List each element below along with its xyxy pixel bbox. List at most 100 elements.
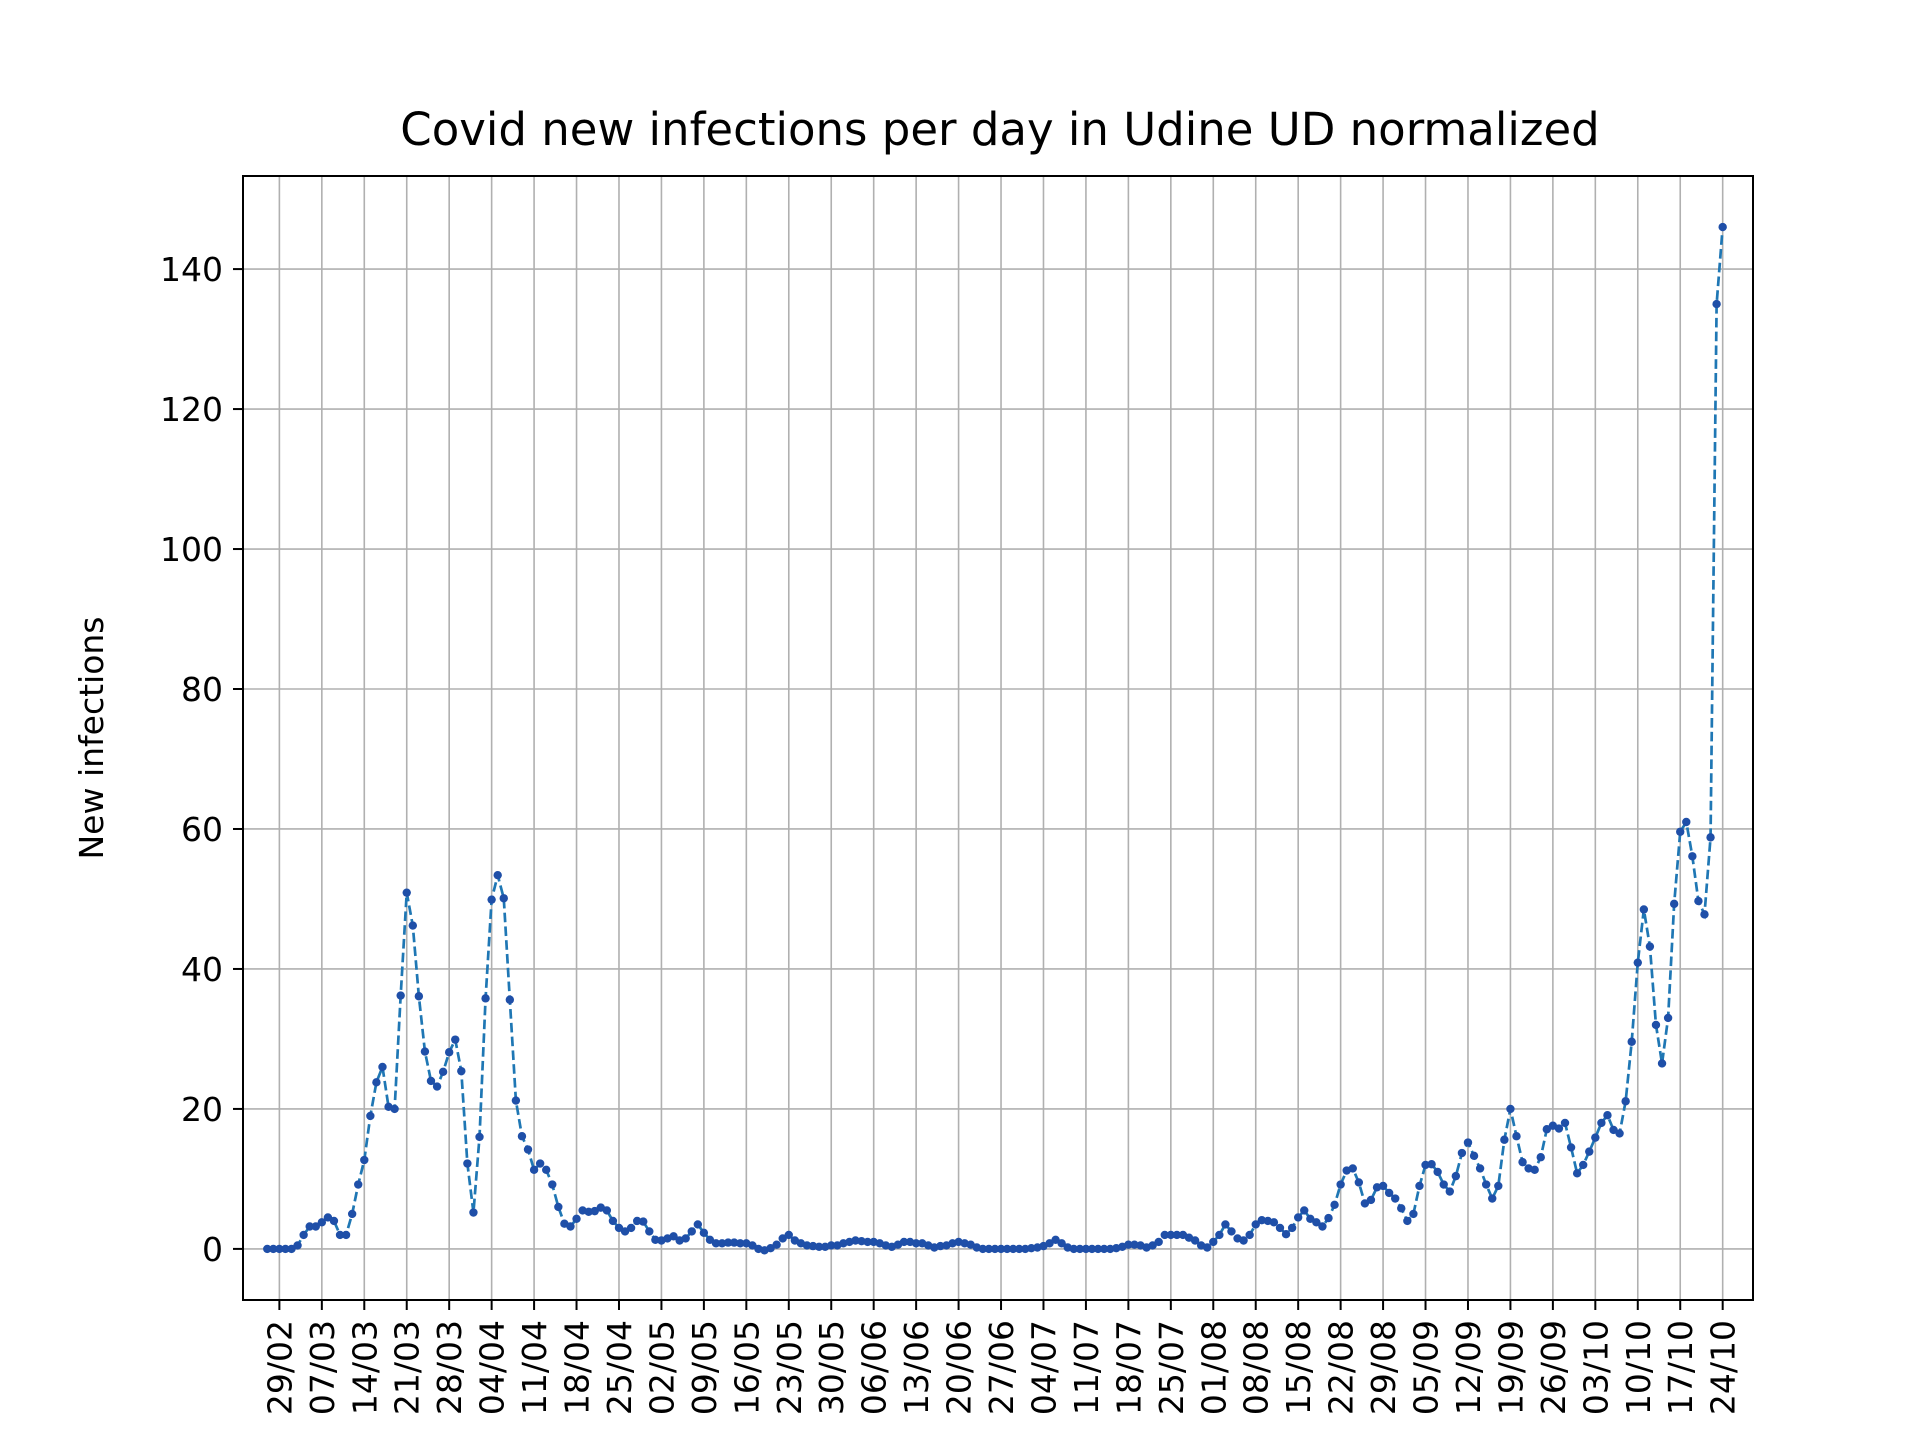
y-tick-label: 0 bbox=[202, 1230, 223, 1269]
data-point bbox=[275, 1244, 284, 1254]
data-point bbox=[1518, 1157, 1527, 1167]
data-point bbox=[990, 1244, 1000, 1254]
data-point bbox=[1530, 1165, 1539, 1175]
x-tick-label: 28/03 bbox=[430, 1320, 469, 1415]
data-point bbox=[784, 1230, 793, 1240]
data-point bbox=[1688, 852, 1697, 861]
data-point bbox=[366, 1111, 375, 1121]
data-point bbox=[978, 1244, 988, 1254]
x-tick-label: 16/05 bbox=[727, 1320, 766, 1415]
x-tick-label: 18/07 bbox=[1109, 1320, 1148, 1415]
data-point bbox=[1354, 1178, 1364, 1187]
data-point bbox=[1572, 1169, 1582, 1178]
data-point bbox=[1445, 1187, 1454, 1196]
series-line bbox=[267, 226, 1725, 1252]
data-point bbox=[1651, 1020, 1661, 1030]
data-point bbox=[1663, 1013, 1673, 1023]
data-point bbox=[687, 1227, 696, 1236]
data-point bbox=[299, 1230, 308, 1240]
data-point bbox=[1306, 1214, 1315, 1224]
data-point bbox=[390, 1104, 399, 1114]
data-point bbox=[1669, 899, 1679, 909]
data-point bbox=[1403, 1216, 1412, 1226]
data-point bbox=[699, 1228, 709, 1238]
data-point bbox=[408, 921, 417, 930]
x-tick-label: 23/05 bbox=[770, 1320, 809, 1415]
x-tick-label: 24/10 bbox=[1704, 1320, 1743, 1415]
x-tick-label: 14/03 bbox=[345, 1320, 384, 1415]
x-tick-label: 25/07 bbox=[1152, 1320, 1191, 1415]
data-point bbox=[620, 1227, 630, 1236]
data-point bbox=[317, 1218, 327, 1227]
data-point bbox=[645, 1227, 654, 1236]
y-tick-label: 60 bbox=[181, 810, 223, 849]
data-point bbox=[1712, 299, 1721, 309]
data-point bbox=[1615, 1129, 1624, 1138]
data-point bbox=[748, 1241, 757, 1250]
data-point bbox=[1130, 1240, 1139, 1249]
data-point bbox=[1081, 1244, 1091, 1254]
data-point bbox=[1700, 910, 1709, 919]
data-point bbox=[281, 1244, 290, 1254]
x-tick-label: 13/06 bbox=[897, 1320, 936, 1415]
data-point bbox=[554, 1202, 563, 1212]
data-point bbox=[1221, 1220, 1230, 1229]
x-tick-label: 29/08 bbox=[1364, 1320, 1403, 1415]
data-point bbox=[1397, 1204, 1406, 1213]
data-point bbox=[1057, 1239, 1066, 1248]
data-point bbox=[711, 1239, 721, 1248]
data-point bbox=[1105, 1244, 1115, 1254]
data-point bbox=[590, 1206, 599, 1216]
data-point bbox=[263, 1244, 272, 1254]
data-point bbox=[1463, 1138, 1473, 1147]
data-point bbox=[1172, 1230, 1182, 1240]
data-point bbox=[1099, 1244, 1109, 1254]
data-point bbox=[602, 1206, 612, 1215]
data-point bbox=[1348, 1164, 1357, 1173]
y-axis-label: New infections bbox=[72, 616, 111, 859]
data-point bbox=[1639, 905, 1649, 914]
data-point bbox=[475, 1132, 484, 1142]
x-tick-label: 30/05 bbox=[812, 1320, 851, 1415]
x-tick-label: 03/10 bbox=[1576, 1320, 1615, 1415]
x-tick-label: 29/02 bbox=[260, 1320, 299, 1415]
data-point bbox=[457, 1066, 466, 1076]
data-point bbox=[1293, 1213, 1303, 1222]
data-point bbox=[426, 1076, 436, 1086]
data-point bbox=[1324, 1213, 1333, 1223]
data-point bbox=[1627, 1037, 1636, 1046]
x-tick-label: 04/07 bbox=[1024, 1320, 1063, 1415]
data-point bbox=[1694, 896, 1703, 906]
data-point bbox=[1312, 1218, 1321, 1227]
data-point bbox=[305, 1222, 314, 1231]
data-point bbox=[1633, 958, 1642, 967]
data-point bbox=[354, 1180, 363, 1189]
data-point bbox=[511, 1096, 521, 1105]
y-tick-label: 100 bbox=[160, 530, 223, 569]
data-point bbox=[420, 1047, 430, 1056]
data-point bbox=[1609, 1125, 1618, 1135]
data-point bbox=[1579, 1160, 1588, 1170]
data-point bbox=[523, 1145, 533, 1154]
data-point bbox=[723, 1238, 733, 1247]
data-point bbox=[1190, 1236, 1200, 1245]
data-point bbox=[1360, 1199, 1370, 1208]
data-points bbox=[263, 222, 1727, 1255]
data-point bbox=[487, 895, 496, 904]
data-point bbox=[1409, 1209, 1418, 1219]
data-point bbox=[1027, 1244, 1036, 1253]
data-point bbox=[1603, 1111, 1612, 1120]
data-point bbox=[341, 1230, 351, 1240]
data-point bbox=[311, 1222, 320, 1231]
data-point bbox=[1718, 222, 1727, 232]
data-point bbox=[372, 1078, 381, 1087]
grid-lines bbox=[243, 176, 1753, 1300]
data-point bbox=[505, 995, 515, 1004]
data-point bbox=[681, 1234, 690, 1243]
data-point bbox=[1415, 1181, 1424, 1191]
x-tick-label: 10/10 bbox=[1619, 1320, 1658, 1415]
data-point bbox=[463, 1159, 472, 1168]
data-point bbox=[269, 1244, 278, 1254]
data-point bbox=[1330, 1200, 1339, 1210]
